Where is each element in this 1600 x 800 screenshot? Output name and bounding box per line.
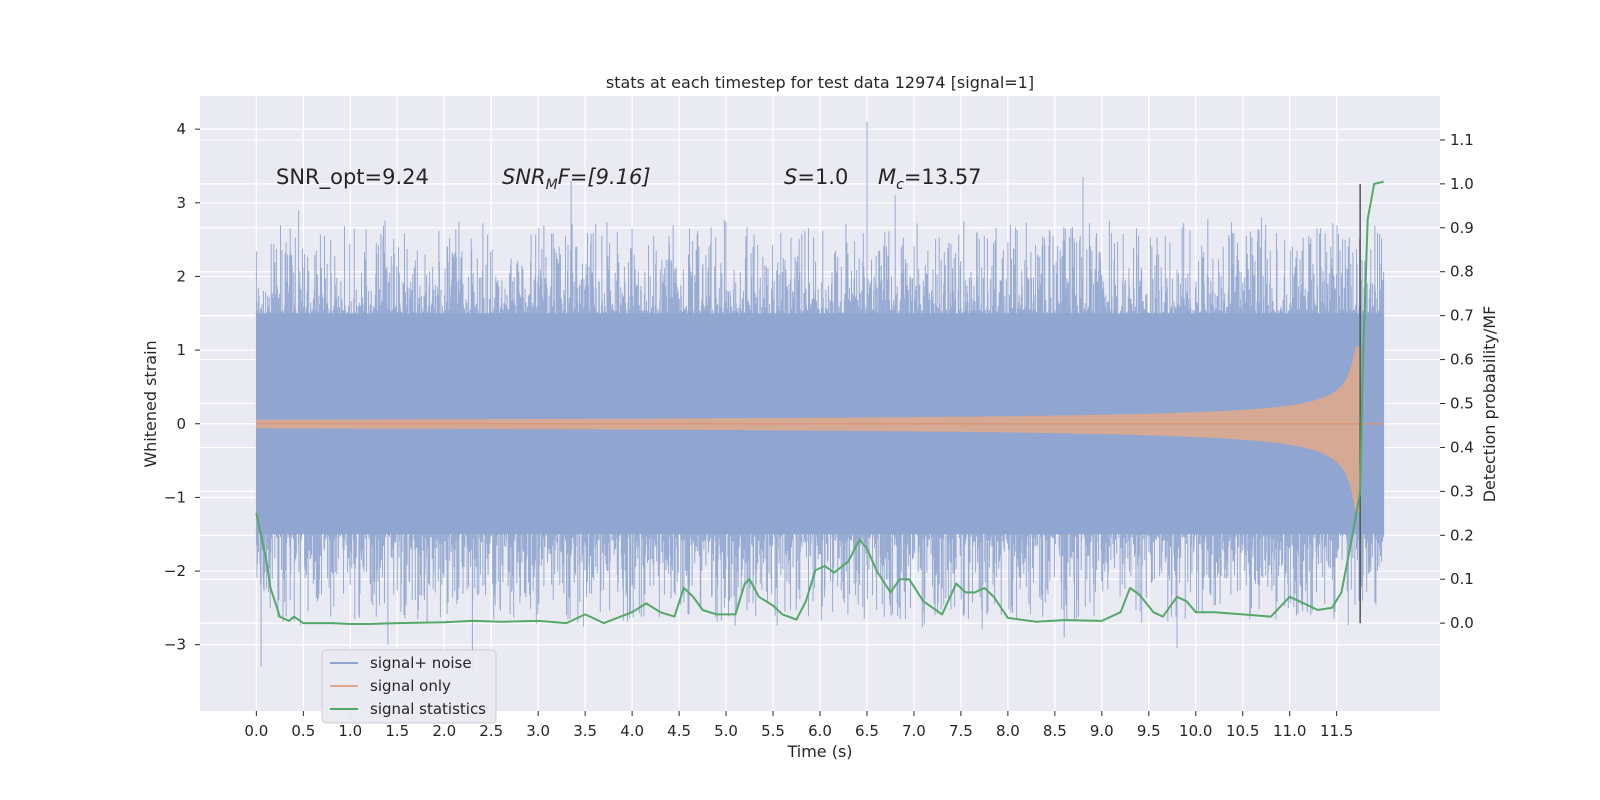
x-tick-label: 4.0 [620, 722, 644, 740]
x-tick-label: 6.5 [855, 722, 879, 740]
y-right-tick-label: 0.7 [1450, 307, 1474, 325]
y-right-tick-label: 0.4 [1450, 438, 1474, 456]
x-tick-label: 0.0 [244, 722, 268, 740]
x-axis-label: Time (s) [786, 742, 852, 761]
y-tick-label: 0 [176, 415, 186, 433]
y-tick-label: 3 [176, 194, 186, 212]
y-right-tick-label: 0.6 [1450, 351, 1474, 369]
y-right-tick-label: 0.1 [1450, 570, 1474, 588]
y-right-tick-label: 1.1 [1450, 131, 1474, 149]
y-tick-label: −2 [164, 562, 186, 580]
x-tick-label: 7.0 [902, 722, 926, 740]
x-tick-label: 7.5 [949, 722, 973, 740]
x-tick-label: 11.5 [1320, 722, 1353, 740]
y-tick-label: 1 [176, 341, 186, 359]
x-tick-label: 9.5 [1137, 722, 1161, 740]
y-right-tick-label: 0.9 [1450, 219, 1474, 237]
series-signal-only [256, 346, 1384, 513]
x-tick-label: 9.0 [1090, 722, 1114, 740]
y-right-tick-label: 0.8 [1450, 263, 1474, 281]
y-tick-label: −3 [164, 636, 186, 654]
legend-label-signal-statistics: signal statistics [370, 700, 486, 718]
legend: signal+ noise signal only signal statist… [321, 649, 497, 724]
y-axis-ticks: −3 −2 −1 0 1 2 3 4 [164, 120, 200, 654]
y-right-axis-ticks: 0.0 0.1 0.2 0.3 0.4 0.5 0.6 0.7 0.8 0.9 1.0 1.1 [1440, 131, 1474, 632]
y-right-tick-label: 0.3 [1450, 482, 1474, 500]
legend-box [321, 649, 497, 724]
chirp-envelope [256, 346, 1361, 513]
y-right-tick-label: 0.5 [1450, 395, 1474, 413]
x-tick-label: 2.0 [432, 722, 456, 740]
x-tick-label: 8.5 [1043, 722, 1067, 740]
y-right-tick-label: 1.0 [1450, 175, 1474, 193]
y-right-tick-label: 0.2 [1450, 526, 1474, 544]
x-tick-label: 11.0 [1273, 722, 1306, 740]
y-axis-label: Whitened strain [141, 340, 160, 467]
x-tick-label: 1.0 [338, 722, 362, 740]
x-tick-label: 3.0 [526, 722, 550, 740]
annotation-mc: Mc=13.57 [878, 165, 982, 193]
series-signal-statistics [255, 180, 1384, 625]
x-tick-label: 5.0 [714, 722, 738, 740]
y-tick-label: 4 [176, 120, 186, 138]
y-tick-label: −1 [164, 488, 186, 506]
annotation-snr-opt: SNR_opt=9.24 [276, 165, 429, 190]
x-axis-ticks: 0.0 0.5 1.0 1.5 2.0 2.5 3.0 3.5 4.0 4.5 5.0 5.5 6.0 6… [244, 711, 1353, 740]
annotation-snr-mf: SNRMF=[9.16] [502, 165, 651, 193]
legend-label-signal-only: signal only [370, 677, 451, 695]
stats-line [255, 180, 1384, 625]
x-tick-label: 5.5 [761, 722, 785, 740]
chart-title: stats at each timestep for test data 129… [606, 73, 1034, 92]
x-tick-label: 6.0 [808, 722, 832, 740]
y-tick-label: 2 [176, 267, 186, 285]
x-tick-label: 10.0 [1179, 722, 1212, 740]
x-tick-label: 10.5 [1226, 722, 1259, 740]
x-tick-label: 4.5 [667, 722, 691, 740]
x-tick-label: 3.5 [573, 722, 597, 740]
legend-label-signal-noise: signal+ noise [370, 654, 472, 672]
x-tick-label: 0.5 [291, 722, 315, 740]
y-right-axis-label: Detection probability/MF [1480, 306, 1499, 503]
x-tick-label: 1.5 [385, 722, 409, 740]
x-tick-label: 2.5 [479, 722, 503, 740]
y-right-tick-label: 0.0 [1450, 614, 1474, 632]
x-tick-label: 8.0 [996, 722, 1020, 740]
annotation-s: S=1.0 [784, 165, 848, 189]
